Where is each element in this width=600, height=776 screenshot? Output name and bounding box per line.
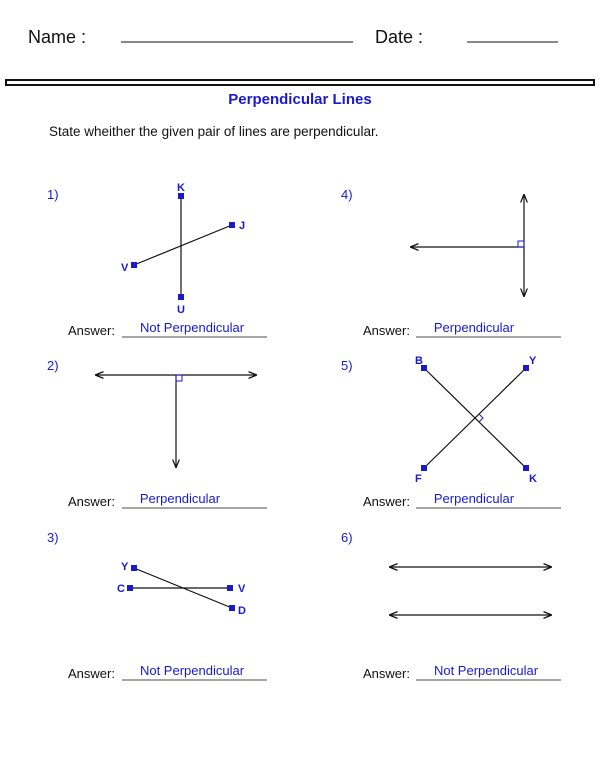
point-y bbox=[523, 365, 529, 371]
answer-text: Not Perpendicular bbox=[140, 663, 245, 678]
point-u bbox=[178, 294, 184, 300]
answer-label: Answer: bbox=[68, 494, 115, 509]
problem-number: 5) bbox=[341, 358, 353, 373]
answer-text: Perpendicular bbox=[434, 491, 515, 506]
problem-2: 2) Answer: Perpendicular bbox=[47, 358, 267, 509]
problem-number: 1) bbox=[47, 187, 59, 202]
point-label: D bbox=[238, 605, 246, 617]
answer-text: Perpendicular bbox=[434, 320, 515, 335]
right-angle-marker bbox=[175, 374, 183, 382]
problem-4: 4) Answer: Perpendicular bbox=[341, 187, 561, 338]
point-label: K bbox=[529, 473, 537, 485]
point-label: J bbox=[239, 220, 245, 232]
answer-text: Perpendicular bbox=[140, 491, 221, 506]
page-title: Perpendicular Lines bbox=[228, 91, 371, 108]
point-label: Y bbox=[529, 355, 537, 367]
answer-label: Answer: bbox=[363, 494, 410, 509]
line-yf bbox=[423, 367, 527, 469]
point-label: F bbox=[415, 473, 422, 485]
line-vj bbox=[133, 224, 233, 266]
point-k bbox=[523, 465, 529, 471]
problem-1: 1) K U J V Answer: Not Perpendicular bbox=[47, 182, 267, 338]
point-f bbox=[421, 465, 427, 471]
problem-number: 2) bbox=[47, 358, 59, 373]
point-b bbox=[421, 365, 427, 371]
name-label: Name : bbox=[28, 27, 86, 47]
answer-label: Answer: bbox=[363, 666, 410, 681]
point-label: K bbox=[177, 182, 185, 194]
point-v bbox=[227, 585, 233, 591]
right-angle-marker bbox=[478, 413, 484, 423]
right-angle-marker bbox=[517, 240, 525, 248]
problem-5: 5) B K Y F Answer: Perpendicular bbox=[341, 355, 561, 509]
point-j bbox=[229, 222, 235, 228]
instruction-text: State wheither the given pair of lines a… bbox=[49, 124, 378, 139]
problem-6: 6) Answer: Not Perpendicular bbox=[341, 530, 561, 681]
answer-label: Answer: bbox=[68, 666, 115, 681]
point-k bbox=[178, 193, 184, 199]
problem-number: 4) bbox=[341, 187, 353, 202]
point-label: U bbox=[177, 304, 185, 316]
answer-text: Not Perpendicular bbox=[140, 320, 245, 335]
answer-text: Not Perpendicular bbox=[434, 663, 539, 678]
point-c bbox=[127, 585, 133, 591]
problem-number: 3) bbox=[47, 530, 59, 545]
point-label: Y bbox=[121, 561, 129, 573]
problem-3: 3) Y D C V Answer: Not Perpendicular bbox=[47, 530, 267, 681]
point-v bbox=[131, 262, 137, 268]
date-label: Date : bbox=[375, 27, 423, 47]
answer-label: Answer: bbox=[68, 323, 115, 338]
point-label: B bbox=[415, 355, 423, 367]
point-label: V bbox=[238, 583, 246, 595]
point-label: C bbox=[117, 583, 125, 595]
point-y bbox=[131, 565, 137, 571]
point-d bbox=[229, 605, 235, 611]
answer-label: Answer: bbox=[363, 323, 410, 338]
header-divider bbox=[5, 79, 595, 86]
problem-number: 6) bbox=[341, 530, 353, 545]
point-label: V bbox=[121, 262, 129, 274]
